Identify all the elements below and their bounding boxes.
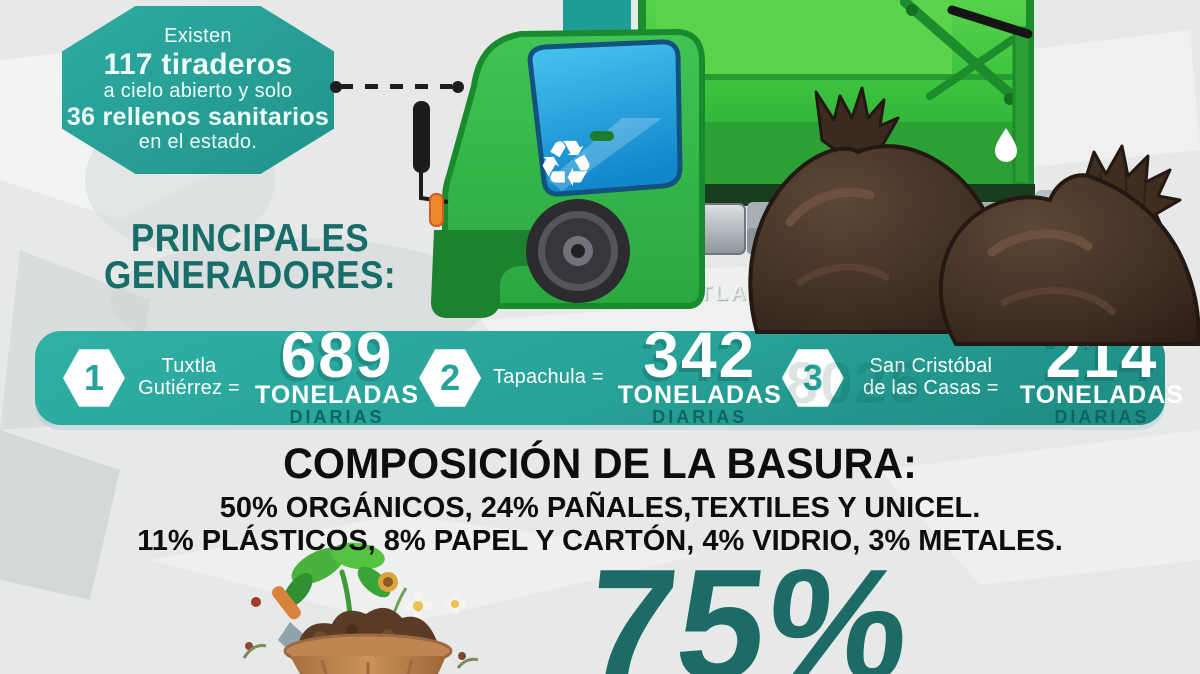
composition-title: COMPOSICIÓN DE LA BASURA: <box>283 440 917 488</box>
tonnage-frequency: DIARIAS <box>289 406 385 427</box>
tonnage-value: 689 <box>280 319 394 392</box>
stat-speech-bubble: Existen 117 tiraderos a cielo abierto y … <box>62 6 334 174</box>
connector-dashed-line <box>340 84 452 89</box>
heading-line: GENERADORES: <box>103 254 397 298</box>
tonnage-frequency: DIARIAS <box>1054 406 1150 427</box>
tonnage-block: 689 TONELADAS DIARIAS <box>255 319 420 427</box>
tonnage-block: 214 TONELADAS DIARIAS <box>1019 319 1184 427</box>
composition-section: COMPOSICIÓN DE LA BASURA: 50% ORGÁNICOS,… <box>0 443 1200 557</box>
city-label: Tuxtla Gutiérrez = <box>138 355 240 399</box>
tonnage-block: 342 TONELADAS DIARIAS <box>617 319 782 427</box>
tonnage-unit: TONELADAS <box>617 380 782 409</box>
heading-line: PRINCIPALES <box>130 217 370 260</box>
generator-item-tuxtla: 1 Tuxtla Gutiérrez = 689 TONELADAS DIARI… <box>63 319 420 427</box>
background-faded-numbers: 8025 <box>786 351 924 416</box>
bubble-line: a cielo abierto y solo <box>103 80 293 103</box>
background-faded-label: TUXTLA <box>648 282 749 305</box>
tonnage-unit: TONELADAS <box>1019 380 1184 409</box>
composition-line: 11% PLÁSTICOS, 8% PAPEL Y CARTÓN, 4% VID… <box>137 525 1063 558</box>
generator-item-san-cristobal: 3 San Cristóbal de las Casas = 214 TONEL… <box>781 319 1184 427</box>
rank-number: 1 <box>83 357 105 398</box>
tonnage-value: 342 <box>643 319 757 392</box>
city-label: San Cristóbal de las Casas = <box>863 355 999 399</box>
rank-number: 2 <box>440 357 461 398</box>
rank-badge-hexagon: 1 <box>63 349 125 407</box>
rank-number: 3 <box>802 357 823 398</box>
tonnage-unit: TONELADAS <box>255 380 420 409</box>
bubble-line: en el estado. <box>138 131 258 154</box>
tonnage-frequency: DIARIAS <box>652 406 748 427</box>
teal-strip <box>563 0 631 52</box>
connector-dot <box>452 81 464 93</box>
generator-item-tapachula: 2 Tapachula = 342 TONELADAS DIARIAS <box>419 319 782 427</box>
city-label: Tapachula = <box>493 366 604 389</box>
rank-badge-hexagon: 2 <box>419 349 482 407</box>
bubble-line: Existen <box>164 25 232 48</box>
generators-banner: 1 Tuxtla Gutiérrez = 689 TONELADAS DIARI… <box>35 319 1183 427</box>
big-percentage-stat: 75% <box>578 537 920 674</box>
composition-line: 50% ORGÁNICOS, 24% PAÑALES,TEXTILES Y UN… <box>219 492 981 524</box>
tonnage-value: 214 <box>1045 319 1159 392</box>
connector-dot <box>330 81 342 93</box>
bubble-line: 36 rellenos sanitarios <box>66 102 330 131</box>
bubble-line: 117 tiraderos <box>103 47 293 81</box>
section-heading: PRINCIPALES GENERADORES: <box>88 217 412 298</box>
